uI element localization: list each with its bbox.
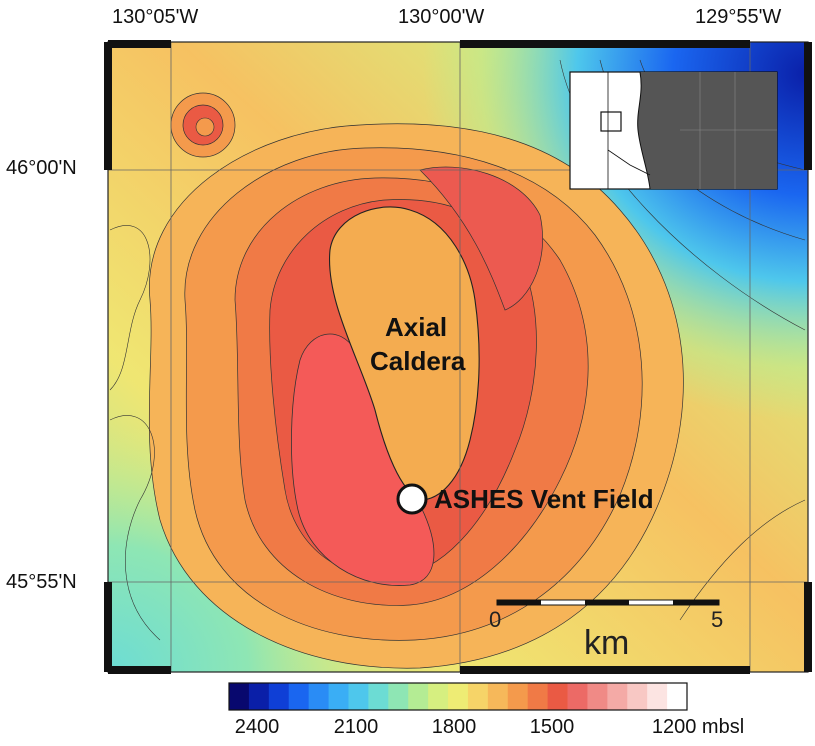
colorbar-swatch bbox=[308, 683, 330, 710]
colorbar-swatch bbox=[368, 683, 389, 710]
colorbar-swatch bbox=[408, 683, 429, 710]
colorbar-label-1500: 1500 bbox=[529, 716, 575, 738]
colorbar-swatch bbox=[607, 683, 628, 710]
latitude-label-45-55: 45°55'N bbox=[6, 571, 77, 593]
depth-colorbar bbox=[229, 683, 688, 710]
colorbar-label-1800: 1800 bbox=[431, 716, 477, 738]
longitude-label-130-05: 130°05'W bbox=[112, 6, 199, 28]
colorbar-label-2100: 2100 bbox=[333, 716, 379, 738]
longitude-label-129-55: 129°55'W bbox=[695, 6, 782, 28]
colorbar-swatch bbox=[567, 683, 588, 710]
ashes-vent-marker bbox=[396, 483, 428, 515]
colorbar-swatch bbox=[428, 683, 449, 710]
colorbar-label-1200: 1200 mbsl bbox=[651, 716, 745, 738]
colorbar-swatch bbox=[507, 683, 529, 710]
colorbar-swatch bbox=[288, 683, 310, 710]
caldera-floor bbox=[328, 206, 480, 501]
colorbar-swatch bbox=[487, 683, 509, 710]
scale-bar-end-label: 5 bbox=[711, 607, 724, 632]
colorbar-swatch bbox=[547, 683, 569, 710]
vent-field-label: ASHES Vent Field bbox=[434, 484, 654, 514]
colorbar-swatch bbox=[647, 683, 668, 710]
caldera-label-line2: Caldera bbox=[370, 346, 466, 376]
inset-locator-map bbox=[569, 71, 778, 190]
frame-ticks bbox=[104, 40, 812, 674]
colorbar-swatch bbox=[448, 683, 469, 710]
colorbar-swatch bbox=[388, 683, 409, 710]
contour-line bbox=[679, 499, 806, 621]
latitude-label-46-00: 46°00'N bbox=[6, 157, 77, 179]
scale-bar bbox=[496, 599, 720, 606]
colorbar-swatch bbox=[467, 683, 489, 710]
caldera-label-line1: Axial bbox=[385, 312, 448, 342]
colorbar-swatch bbox=[248, 683, 270, 710]
colorbar-swatch bbox=[328, 683, 349, 710]
colorbar-swatch bbox=[587, 683, 608, 710]
colorbar-swatch bbox=[229, 683, 250, 710]
eastern-ridge bbox=[419, 166, 543, 311]
scale-bar-start-label: 0 bbox=[489, 607, 502, 632]
contour-line bbox=[109, 415, 161, 641]
nw-crater-pit bbox=[195, 117, 215, 137]
colorbar-swatch bbox=[348, 683, 369, 710]
longitude-label-130-00: 130°00'W bbox=[398, 6, 485, 28]
colorbar-swatch bbox=[627, 683, 648, 710]
colorbar-swatch bbox=[527, 683, 549, 710]
colorbar-swatch bbox=[268, 683, 290, 710]
colorbar-label-2400: 2400 bbox=[234, 716, 280, 738]
scale-bar-unit-label: km bbox=[584, 624, 630, 662]
colorbar-swatch bbox=[667, 683, 688, 710]
